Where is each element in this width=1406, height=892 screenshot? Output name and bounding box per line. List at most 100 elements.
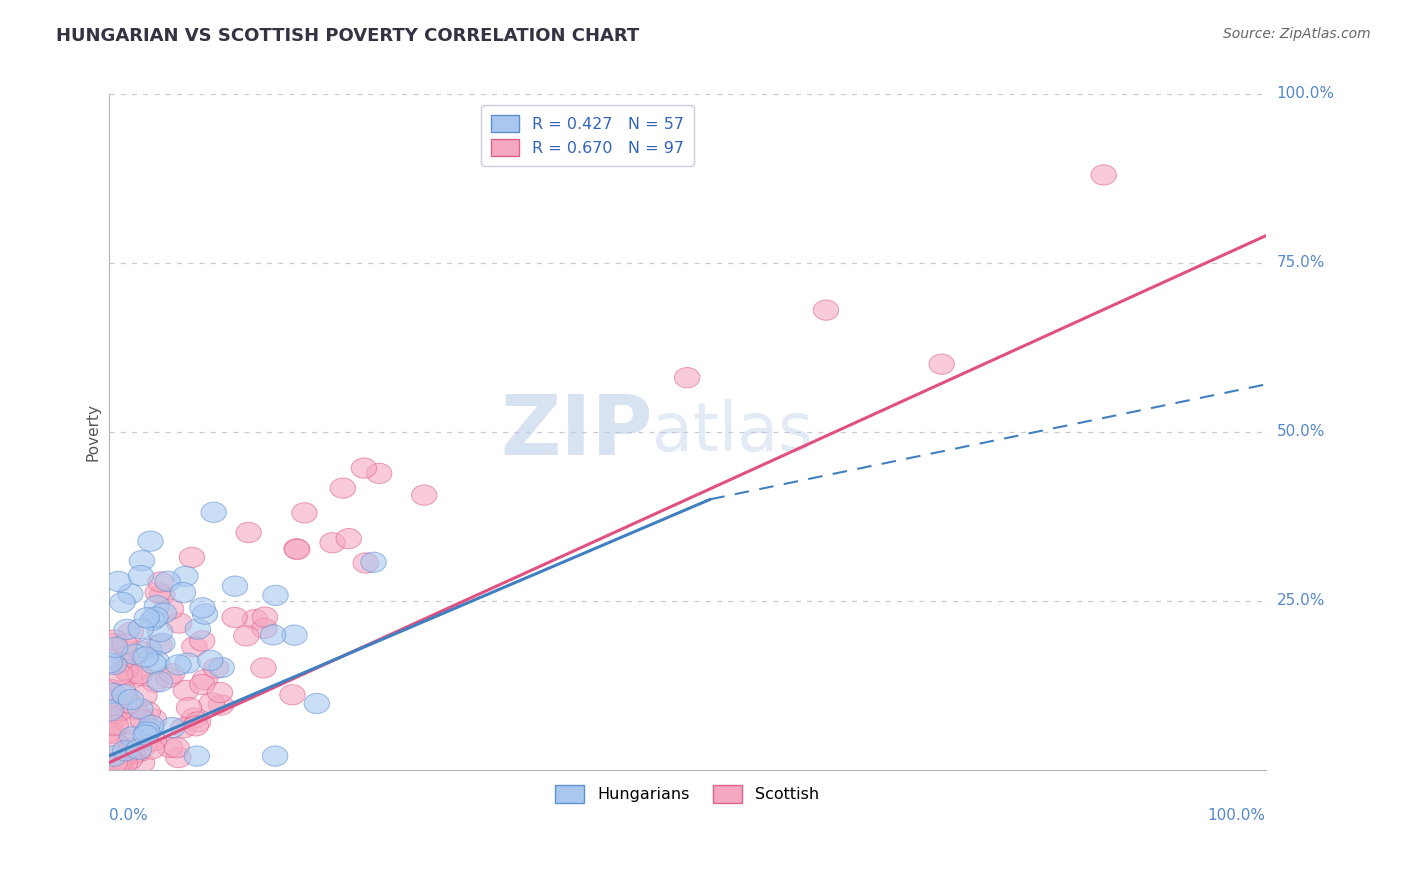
Ellipse shape [128, 619, 153, 639]
Text: HUNGARIAN VS SCOTTISH POVERTY CORRELATION CHART: HUNGARIAN VS SCOTTISH POVERTY CORRELATIO… [56, 27, 640, 45]
Ellipse shape [170, 718, 195, 738]
Ellipse shape [260, 624, 285, 645]
Ellipse shape [186, 712, 211, 732]
Ellipse shape [155, 571, 180, 591]
Text: 75.0%: 75.0% [1277, 255, 1324, 270]
Ellipse shape [222, 607, 247, 628]
Ellipse shape [105, 571, 131, 591]
Legend: Hungarians, Scottish: Hungarians, Scottish [548, 779, 825, 809]
Ellipse shape [122, 644, 148, 665]
Ellipse shape [170, 582, 195, 603]
Ellipse shape [160, 717, 186, 738]
Ellipse shape [190, 674, 215, 695]
Ellipse shape [139, 610, 165, 631]
Ellipse shape [110, 592, 135, 613]
Ellipse shape [166, 655, 191, 675]
Ellipse shape [103, 715, 128, 735]
Ellipse shape [181, 708, 207, 728]
Ellipse shape [128, 641, 153, 661]
Ellipse shape [112, 740, 138, 761]
Ellipse shape [319, 533, 346, 553]
Ellipse shape [145, 596, 170, 615]
Ellipse shape [121, 744, 146, 764]
Ellipse shape [148, 672, 173, 692]
Ellipse shape [135, 702, 160, 722]
Ellipse shape [176, 698, 201, 718]
Ellipse shape [97, 722, 122, 742]
Ellipse shape [174, 653, 200, 673]
Ellipse shape [252, 607, 277, 627]
Ellipse shape [139, 715, 165, 736]
Ellipse shape [284, 539, 309, 559]
Text: ZIP: ZIP [501, 392, 652, 472]
Ellipse shape [125, 665, 150, 686]
Ellipse shape [263, 585, 288, 606]
Ellipse shape [367, 463, 392, 483]
Ellipse shape [281, 625, 307, 645]
Ellipse shape [183, 715, 208, 736]
Ellipse shape [104, 753, 129, 773]
Ellipse shape [103, 637, 128, 657]
Ellipse shape [101, 654, 127, 674]
Ellipse shape [122, 699, 148, 719]
Ellipse shape [107, 701, 132, 721]
Ellipse shape [150, 603, 177, 624]
Ellipse shape [115, 742, 141, 763]
Ellipse shape [129, 550, 155, 571]
Ellipse shape [134, 607, 159, 628]
Ellipse shape [136, 639, 162, 659]
Ellipse shape [280, 685, 305, 705]
Ellipse shape [242, 609, 267, 630]
Ellipse shape [117, 693, 142, 713]
Ellipse shape [159, 599, 184, 619]
Ellipse shape [236, 523, 262, 542]
Ellipse shape [129, 710, 156, 731]
Ellipse shape [207, 682, 232, 703]
Ellipse shape [336, 528, 361, 549]
Ellipse shape [103, 753, 128, 773]
Ellipse shape [156, 667, 181, 688]
Ellipse shape [128, 698, 153, 719]
Ellipse shape [135, 722, 160, 742]
Ellipse shape [142, 731, 167, 751]
Ellipse shape [114, 645, 139, 665]
Ellipse shape [138, 531, 163, 551]
Ellipse shape [101, 633, 127, 654]
Ellipse shape [142, 709, 167, 730]
Ellipse shape [97, 679, 122, 699]
Ellipse shape [100, 723, 127, 744]
Ellipse shape [209, 657, 235, 678]
Ellipse shape [352, 458, 377, 478]
Ellipse shape [252, 618, 277, 639]
Ellipse shape [101, 753, 127, 773]
Ellipse shape [353, 553, 378, 574]
Ellipse shape [184, 746, 209, 766]
Ellipse shape [112, 685, 138, 705]
Ellipse shape [929, 354, 955, 375]
Text: atlas: atlas [652, 399, 813, 465]
Ellipse shape [117, 731, 142, 751]
Ellipse shape [131, 736, 156, 756]
Ellipse shape [157, 737, 183, 757]
Text: 0.0%: 0.0% [108, 808, 148, 823]
Text: Source: ZipAtlas.com: Source: ZipAtlas.com [1223, 27, 1371, 41]
Ellipse shape [145, 582, 170, 602]
Ellipse shape [222, 576, 247, 596]
Ellipse shape [104, 734, 129, 754]
Ellipse shape [112, 634, 138, 654]
Ellipse shape [148, 622, 173, 641]
Text: 25.0%: 25.0% [1277, 593, 1324, 608]
Ellipse shape [675, 368, 700, 388]
Ellipse shape [208, 695, 233, 715]
Ellipse shape [112, 659, 138, 680]
Ellipse shape [134, 647, 159, 667]
Ellipse shape [193, 670, 218, 690]
Ellipse shape [201, 502, 226, 523]
Ellipse shape [104, 753, 131, 773]
Ellipse shape [181, 637, 207, 657]
Ellipse shape [117, 714, 142, 734]
Ellipse shape [107, 665, 134, 685]
Ellipse shape [108, 753, 134, 773]
Ellipse shape [132, 685, 157, 706]
Ellipse shape [159, 664, 184, 684]
